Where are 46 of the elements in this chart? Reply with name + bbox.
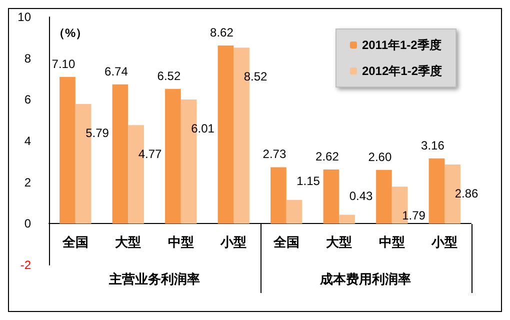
bar bbox=[60, 76, 76, 224]
bar bbox=[270, 167, 286, 224]
data-label: 2.60 bbox=[368, 150, 392, 164]
data-label: 1.15 bbox=[296, 174, 320, 188]
text: 成本费用利润率 bbox=[319, 272, 411, 286]
x-tick-label: 大型 bbox=[326, 234, 352, 250]
bar bbox=[339, 214, 355, 224]
x-tick-label: 中型 bbox=[168, 234, 194, 250]
legend-label: 2011年1-2季度 bbox=[362, 38, 442, 52]
data-label: 5.79 bbox=[86, 126, 110, 140]
data-label: 8.62 bbox=[210, 26, 234, 40]
y-tick-label: 6 bbox=[24, 92, 32, 107]
data-label: 3.16 bbox=[421, 138, 445, 152]
x-tick-label: 全国 bbox=[272, 234, 300, 250]
data-label: 6.74 bbox=[104, 64, 128, 78]
bar bbox=[112, 84, 128, 224]
data-label: 2.86 bbox=[454, 186, 479, 201]
x-tick-label: 大型 bbox=[115, 234, 142, 250]
y-tick-label: 0 bbox=[24, 216, 32, 231]
bar bbox=[165, 88, 181, 224]
data-label: 2.62 bbox=[316, 150, 340, 164]
y-tick-label: 4 bbox=[24, 134, 32, 148]
bar bbox=[376, 170, 392, 224]
x-tick-label: 小型 bbox=[220, 234, 247, 250]
y-tick-label: 8 bbox=[24, 51, 32, 66]
y-axis-title: （%） bbox=[53, 26, 88, 40]
x-tick-label: 小型 bbox=[430, 234, 458, 250]
data-label: 8.52 bbox=[244, 70, 268, 84]
y-tick-label: -2 bbox=[20, 258, 32, 272]
text: 主营业务利润率 bbox=[108, 272, 200, 286]
data-label: 0.43 bbox=[349, 188, 374, 203]
y-tick-label: 2 bbox=[24, 175, 32, 190]
data-label: 1.79 bbox=[402, 208, 426, 223]
x-tick-label: 全国 bbox=[61, 234, 88, 250]
data-label: 7.10 bbox=[52, 56, 76, 71]
data-label: 4.77 bbox=[138, 147, 162, 162]
legend-label: 2012年1-2季度 bbox=[362, 64, 442, 78]
bar bbox=[323, 170, 340, 224]
bar bbox=[428, 158, 445, 224]
bar bbox=[286, 200, 302, 224]
data-label: 6.52 bbox=[157, 68, 181, 83]
y-tick-label: 10 bbox=[18, 10, 32, 24]
x-tick-label: 中型 bbox=[378, 234, 405, 250]
bar bbox=[218, 46, 234, 224]
data-label: 6.01 bbox=[191, 121, 215, 136]
data-label: 2.73 bbox=[262, 147, 286, 162]
